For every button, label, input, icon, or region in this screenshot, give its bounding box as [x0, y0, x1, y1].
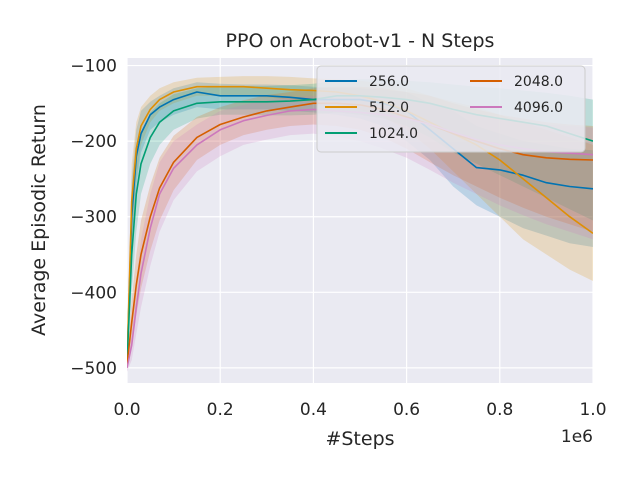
y-tick-label: −200 [70, 132, 117, 152]
legend-label: 1024.0 [369, 126, 418, 142]
x-tick-label: 0.4 [300, 400, 327, 420]
y-tick-label: −400 [70, 283, 117, 303]
legend-label: 256.0 [369, 74, 409, 90]
y-axis-label: Average Episodic Return [28, 104, 50, 336]
x-axis-label: #Steps [325, 428, 394, 450]
x-tick-label: 1.0 [579, 400, 606, 420]
x-tick-labels: 0.0 0.2 0.4 0.6 0.8 1.0 [113, 400, 606, 420]
legend-label: 2048.0 [514, 74, 563, 90]
x-tick-label: 0.2 [207, 400, 234, 420]
series-band-4096.0 [127, 95, 593, 372]
y-tick-label: −500 [70, 359, 117, 379]
series-line-512.0 [127, 85, 593, 365]
x-tick-label: 0.0 [113, 400, 140, 420]
legend: 256.0 512.0 1024.0 2048.0 4096.0 [316, 65, 586, 153]
x-axis-offset-label: 1e6 [561, 427, 593, 447]
legend-box [316, 65, 586, 153]
chart-title: PPO on Acrobot-v1 - N Steps [226, 30, 495, 52]
grid [126, 58, 594, 383]
legend-label: 4096.0 [514, 100, 563, 116]
series-band-2048.0 [127, 86, 593, 368]
y-tick-labels: −100 −200 −300 −400 −500 [70, 57, 117, 379]
x-tick-label: 0.8 [486, 400, 513, 420]
x-tick-label: 0.6 [393, 400, 420, 420]
y-tick-label: −300 [70, 208, 117, 228]
series-band-256.0 [127, 82, 593, 368]
legend-label: 512.0 [369, 100, 409, 116]
y-tick-label: −100 [70, 57, 117, 77]
